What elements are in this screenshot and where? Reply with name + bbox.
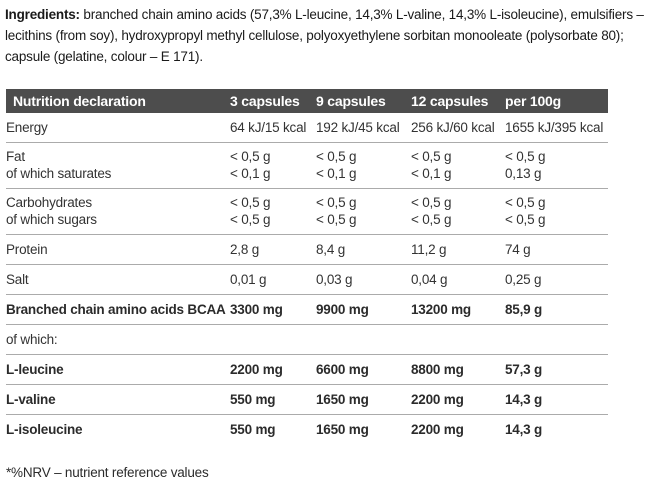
row-value: 0,04 g bbox=[411, 272, 448, 287]
row-value: 2200 mg bbox=[230, 362, 283, 377]
row-label: of which sugars bbox=[6, 212, 97, 227]
row-value: 0,25 g bbox=[505, 272, 542, 287]
table-header-row: Nutrition declaration 3 capsules 9 capsu… bbox=[6, 89, 608, 113]
row-value: < 0,5 g bbox=[230, 195, 271, 210]
table-row-salt: Salt 0,01 g 0,03 g 0,04 g 0,25 g bbox=[6, 265, 608, 295]
row-value: < 0,5 g bbox=[505, 212, 546, 227]
row-value: 8,4 g bbox=[316, 242, 346, 257]
ingredients-text: branched chain amino acids (57,3% L-leuc… bbox=[5, 7, 644, 64]
row-value: 6600 mg bbox=[316, 362, 369, 377]
nutrition-declaration-table: Nutrition declaration 3 capsules 9 capsu… bbox=[6, 89, 608, 444]
row-label: L-isoleucine bbox=[6, 422, 83, 437]
header-9-capsules: 9 capsules bbox=[316, 89, 411, 113]
ingredients-paragraph: Ingredients: branched chain amino acids … bbox=[5, 4, 663, 67]
row-value: < 0,5 g bbox=[316, 195, 357, 210]
row-label: L-valine bbox=[6, 392, 56, 407]
row-value: 9900 mg bbox=[316, 302, 369, 317]
row-label: L-leucine bbox=[6, 362, 64, 377]
row-value: 192 kJ/45 kcal bbox=[316, 120, 400, 135]
row-value: 1650 mg bbox=[316, 392, 369, 407]
row-value: < 0,5 g bbox=[411, 212, 452, 227]
row-value: 2200 mg bbox=[411, 392, 464, 407]
row-value: 550 mg bbox=[230, 392, 276, 407]
row-value bbox=[505, 325, 608, 355]
row-value: < 0,5 g bbox=[505, 195, 546, 210]
row-value: 74 g bbox=[505, 242, 531, 257]
row-value: 85,9 g bbox=[505, 302, 543, 317]
row-value: 256 kJ/60 kcal bbox=[411, 120, 495, 135]
table-row-fat: Fat < 0,5 g < 0,5 g < 0,5 g < 0,5 g bbox=[6, 143, 608, 166]
header-12-capsules: 12 capsules bbox=[411, 89, 505, 113]
table-row-l-valine: L-valine 550 mg 1650 mg 2200 mg 14,3 g bbox=[6, 385, 608, 415]
row-value: 2200 mg bbox=[411, 422, 464, 437]
ingredients-label: Ingredients: bbox=[5, 7, 80, 22]
row-label: of which saturates bbox=[6, 166, 112, 181]
row-value: 0,13 g bbox=[505, 166, 542, 181]
row-value: 550 mg bbox=[230, 422, 276, 437]
header-nutrition-declaration: Nutrition declaration bbox=[6, 89, 230, 113]
row-value: 14,3 g bbox=[505, 392, 543, 407]
row-value: 2,8 g bbox=[230, 242, 260, 257]
row-label: Fat bbox=[6, 149, 25, 164]
row-value: < 0,5 g bbox=[316, 149, 357, 164]
table-row-sugars: of which sugars < 0,5 g < 0,5 g < 0,5 g … bbox=[6, 211, 608, 235]
row-value: < 0,1 g bbox=[230, 166, 271, 181]
row-value: 1655 kJ/395 kcal bbox=[505, 120, 604, 135]
table-row-energy: Energy 64 kJ/15 kcal 192 kJ/45 kcal 256 … bbox=[6, 113, 608, 143]
row-value: 3300 mg bbox=[230, 302, 283, 317]
row-value: < 0,1 g bbox=[316, 166, 357, 181]
row-label: Protein bbox=[6, 242, 48, 257]
row-label: Branched chain amino acids BCAA bbox=[6, 302, 226, 317]
row-value: < 0,5 g bbox=[316, 212, 357, 227]
row-value: 13200 mg bbox=[411, 302, 471, 317]
row-value: 8800 mg bbox=[411, 362, 464, 377]
row-value: 57,3 g bbox=[505, 362, 543, 377]
row-value: 64 kJ/15 kcal bbox=[230, 120, 307, 135]
table-row-saturates: of which saturates < 0,1 g < 0,1 g < 0,1… bbox=[6, 165, 608, 189]
row-label: Salt bbox=[6, 272, 29, 287]
row-value: 0,01 g bbox=[230, 272, 267, 287]
table-row-carbohydrates: Carbohydrates < 0,5 g < 0,5 g < 0,5 g < … bbox=[6, 189, 608, 212]
row-value: < 0,5 g bbox=[411, 149, 452, 164]
row-value: < 0,1 g bbox=[411, 166, 452, 181]
row-value bbox=[316, 325, 411, 355]
table-row-protein: Protein 2,8 g 8,4 g 11,2 g 74 g bbox=[6, 235, 608, 265]
nrv-footnote: *%NRV – nutrient reference values bbox=[6, 465, 209, 480]
row-label: Energy bbox=[6, 120, 48, 135]
row-value: < 0,5 g bbox=[411, 195, 452, 210]
header-per-100g: per 100g bbox=[505, 89, 608, 113]
table-row-bcaa: Branched chain amino acids BCAA 3300 mg … bbox=[6, 295, 608, 325]
row-value bbox=[411, 325, 505, 355]
table-row-l-leucine: L-leucine 2200 mg 6600 mg 8800 mg 57,3 g bbox=[6, 355, 608, 385]
table-row-of-which: of which: bbox=[6, 325, 608, 355]
row-label: Carbohydrates bbox=[6, 195, 92, 210]
row-value: < 0,5 g bbox=[505, 149, 546, 164]
header-3-capsules: 3 capsules bbox=[230, 89, 316, 113]
row-value: < 0,5 g bbox=[230, 149, 271, 164]
row-value: < 0,5 g bbox=[230, 212, 271, 227]
row-value: 11,2 g bbox=[411, 242, 447, 257]
row-label: of which: bbox=[6, 332, 58, 347]
row-value: 0,03 g bbox=[316, 272, 353, 287]
table-row-l-isoleucine: L-isoleucine 550 mg 1650 mg 2200 mg 14,3… bbox=[6, 415, 608, 445]
row-value bbox=[230, 325, 316, 355]
row-value: 1650 mg bbox=[316, 422, 369, 437]
row-value: 14,3 g bbox=[505, 422, 543, 437]
